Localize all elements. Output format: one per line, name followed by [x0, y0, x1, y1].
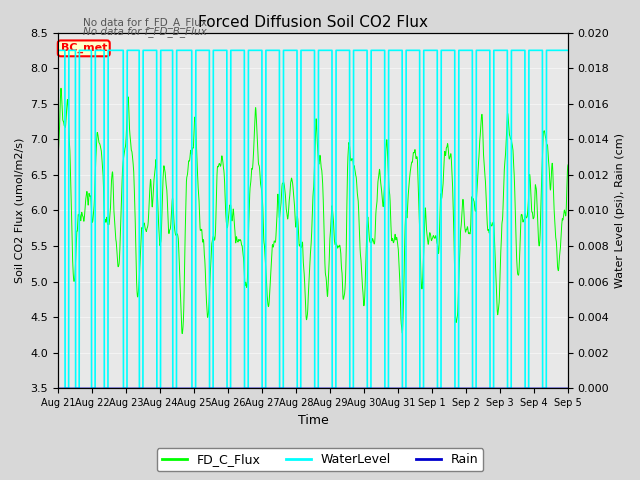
WaterLevel — [564, 48, 572, 53]
Rain — [491, 385, 499, 391]
Rain — [359, 385, 367, 391]
Text: No data for f_FD_A_Flux: No data for f_FD_A_Flux — [83, 17, 207, 28]
Title: Forced Diffusion Soil CO2 Flux: Forced Diffusion Soil CO2 Flux — [198, 15, 428, 30]
Line: WaterLevel: WaterLevel — [58, 50, 568, 388]
X-axis label: Time: Time — [298, 414, 328, 427]
WaterLevel — [452, 385, 460, 391]
Text: BC_met: BC_met — [61, 43, 107, 53]
Y-axis label: Water Level (psi), Rain (cm): Water Level (psi), Rain (cm) — [615, 133, 625, 288]
Y-axis label: Soil CO2 Flux (umol/m2/s): Soil CO2 Flux (umol/m2/s) — [15, 138, 25, 283]
FD_C_Flux — [564, 162, 572, 168]
FD_C_Flux — [491, 248, 499, 253]
FD_C_Flux — [478, 112, 486, 118]
FD_C_Flux — [359, 292, 367, 298]
WaterLevel — [160, 48, 168, 53]
WaterLevel — [54, 48, 62, 53]
FD_C_Flux — [453, 317, 461, 323]
WaterLevel — [478, 48, 486, 53]
Legend: FD_C_Flux, WaterLevel, Rain: FD_C_Flux, WaterLevel, Rain — [157, 448, 483, 471]
FD_C_Flux — [57, 85, 65, 91]
Rain — [564, 385, 572, 391]
WaterLevel — [332, 385, 339, 391]
Line: FD_C_Flux: FD_C_Flux — [58, 88, 568, 334]
Rain — [332, 385, 339, 391]
WaterLevel — [491, 48, 499, 53]
Rain — [54, 385, 62, 391]
FD_C_Flux — [54, 155, 62, 160]
FD_C_Flux — [179, 331, 186, 336]
FD_C_Flux — [332, 240, 340, 245]
WaterLevel — [359, 48, 367, 53]
Rain — [452, 385, 460, 391]
FD_C_Flux — [160, 163, 168, 168]
WaterLevel — [61, 385, 69, 391]
Rain — [477, 385, 485, 391]
Rain — [160, 385, 168, 391]
Text: No data for f_FD_B_Flux: No data for f_FD_B_Flux — [83, 26, 207, 37]
